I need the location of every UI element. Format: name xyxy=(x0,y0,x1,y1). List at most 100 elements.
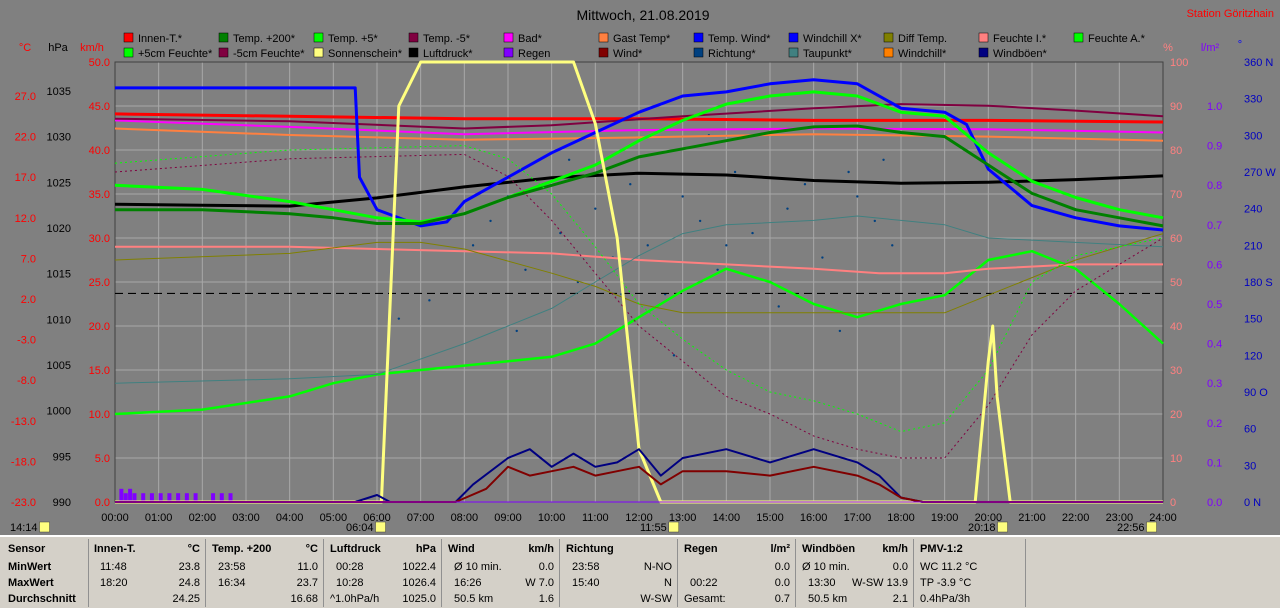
stats-innen-min-time: 11:48 xyxy=(100,561,127,573)
legend-swatch xyxy=(788,47,799,58)
hpa-tick-label: 1010 xyxy=(47,314,71,326)
station-name: Station Göritzhain xyxy=(1187,8,1274,20)
stats-col-windboeen: Windböen km/h Ø 10 min. 0.0 13:30 W-SW 1… xyxy=(802,541,908,607)
x-tick-label: 17:00 xyxy=(844,512,872,524)
legend-swatch xyxy=(883,47,894,58)
series-line--5cm-feuchte xyxy=(114,145,1164,433)
richtung-point xyxy=(681,195,684,198)
direction-tick-label: 330 xyxy=(1244,94,1262,106)
stats-regen-r1b: 0.0 xyxy=(774,561,790,573)
stats-separator xyxy=(795,539,796,607)
kmh-tick-label: 10.0 xyxy=(89,409,110,421)
richtung-point xyxy=(786,207,789,210)
legend-swatch xyxy=(503,47,514,58)
axis-unit-hpa: hPa xyxy=(48,42,68,54)
rain-bar xyxy=(119,488,124,502)
lm2-tick-label: 1.0 xyxy=(1207,101,1222,113)
stats-col-luftdruck: Luftdruck hPa 00:28 1022.4 10:28 1026.4 … xyxy=(330,541,436,607)
richtung-point xyxy=(524,268,527,271)
stats-separator xyxy=(913,539,914,607)
x-tick-label: 05:00 xyxy=(320,512,348,524)
direction-tick-label: 240 xyxy=(1244,204,1262,216)
legend-swatch xyxy=(883,32,894,43)
series-line-temp-5 xyxy=(114,90,1164,224)
weather-chart: Mittwoch, 21.08.2019 Station Göritzhain … xyxy=(10,7,1277,534)
richtung-point xyxy=(559,231,562,235)
stats-separator xyxy=(441,539,442,607)
stats-richtung-r1a: 23:58 xyxy=(572,561,600,573)
stats-separator xyxy=(205,539,206,607)
celsius-tick-label: 27.0 xyxy=(15,91,36,103)
direction-tick-label: 210 xyxy=(1244,240,1262,252)
legend-swatch xyxy=(788,32,799,43)
hpa-tick-label: 995 xyxy=(53,451,71,463)
legend-swatch xyxy=(693,47,704,58)
stats-wind-r1b: 0.0 xyxy=(538,561,554,573)
x-tick-label: 23:00 xyxy=(1106,512,1134,524)
stats-luftdruck-trend: ^1.0hPa/h xyxy=(330,593,380,605)
rain-bar xyxy=(128,488,133,502)
legend-label: Gast Temp* xyxy=(613,33,671,45)
percent-tick-label: 30 xyxy=(1170,365,1182,377)
richtung-point xyxy=(821,256,824,259)
stats-luftdruck-avg: 1025.0 xyxy=(402,593,436,605)
richtung-point xyxy=(803,183,807,186)
direction-tick-label: 0 N xyxy=(1244,497,1261,509)
kmh-tick-label: 45.0 xyxy=(89,101,110,113)
sun-marker-label: 14:14 xyxy=(10,522,38,534)
legend-swatch xyxy=(978,47,989,58)
legend-swatch xyxy=(123,32,134,43)
richtung-point xyxy=(856,195,859,198)
direction-tick-label: 150 xyxy=(1244,314,1262,326)
direction-tick-label: 30 xyxy=(1244,460,1256,472)
richtung-point xyxy=(873,219,876,223)
legend-swatch xyxy=(503,32,514,43)
legend-label: -5cm Feuchte* xyxy=(233,48,305,60)
legend-swatch xyxy=(408,47,419,58)
lm2-tick-label: 0.9 xyxy=(1207,141,1222,153)
hpa-tick-label: 1025 xyxy=(47,177,71,189)
x-tick-label: 04:00 xyxy=(276,512,304,524)
stats-col-richtung: Richtung 23:58 N-NO 15:40 N W-SW xyxy=(566,541,672,607)
kmh-tick-label: 20.0 xyxy=(89,321,110,333)
legend-label: Regen xyxy=(518,48,550,60)
legend-swatch xyxy=(598,32,609,43)
hpa-tick-label: 1015 xyxy=(47,269,71,281)
kmh-tick-label: 25.0 xyxy=(89,277,110,289)
rain-bar xyxy=(193,493,198,502)
legend-swatch xyxy=(978,32,989,43)
stats-windboeen-r2a: 13:30 xyxy=(808,577,836,589)
kmh-tick-label: 35.0 xyxy=(89,189,110,201)
richtung-point xyxy=(629,183,632,186)
celsius-tick-label: 22.0 xyxy=(15,132,36,144)
rain-bar xyxy=(184,493,189,502)
celsius-tick-label: -3.0 xyxy=(17,335,36,347)
lm2-tick-label: 0.2 xyxy=(1207,418,1222,430)
sun-markers: 14:14 06:04 11:55 20:18 22:56 xyxy=(10,521,1157,534)
richtung-point xyxy=(777,305,780,308)
celsius-tick-label: 7.0 xyxy=(21,253,36,265)
statistics-panel: Sensor MinWert MaxWert Durchschnitt Inne… xyxy=(0,535,1280,608)
stats-temp200-min: 11.0 xyxy=(297,561,318,573)
legend-label: Sonnenschein* xyxy=(328,48,403,60)
percent-tick-label: 70 xyxy=(1170,189,1182,201)
legend-label: Temp. Wind* xyxy=(708,33,771,45)
richtung-point xyxy=(471,244,475,247)
legend-label: +5cm Feuchte* xyxy=(138,48,213,60)
stats-luftdruck-min-time: 00:28 xyxy=(336,561,364,573)
x-tick-label: 19:00 xyxy=(931,512,959,524)
stats-wind-unit: km/h xyxy=(528,543,554,555)
rain-bar xyxy=(123,493,128,502)
lm2-tick-label: 0.3 xyxy=(1207,378,1222,390)
direction-tick-label: 60 xyxy=(1244,424,1256,436)
richtung-point xyxy=(672,354,676,357)
stats-separator xyxy=(1025,539,1026,607)
legend-label: Innen-T.* xyxy=(138,33,183,45)
axis-unit-celsius: °C xyxy=(19,42,31,54)
percent-tick-label: 50 xyxy=(1170,277,1182,289)
legend-label: Wind* xyxy=(613,48,643,60)
stats-temp200-min-time: 23:58 xyxy=(218,561,246,573)
sun-marker-label: 22:56 xyxy=(1117,522,1145,534)
stats-richtung-r3b: W-SW xyxy=(640,593,672,605)
percent-tick-label: 60 xyxy=(1170,233,1182,245)
